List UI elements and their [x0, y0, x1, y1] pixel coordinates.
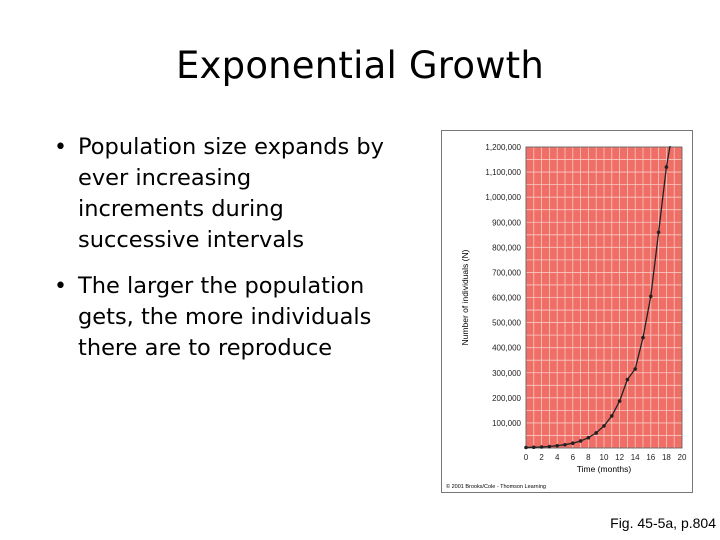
grid-lines: [525, 146, 683, 449]
y-tick-label: 200,000: [492, 394, 521, 403]
x-tick-label: 8: [586, 453, 591, 462]
plot-border: [525, 146, 683, 449]
data-point: [633, 367, 637, 371]
data-point: [602, 424, 606, 428]
data-point: [586, 435, 591, 440]
y-tick-label: 1,200,000: [485, 143, 521, 152]
x-tick-label: 12: [615, 453, 624, 462]
data-point: [649, 294, 653, 299]
data-point: [656, 230, 661, 235]
data-point: [555, 443, 559, 448]
data-point: [610, 414, 614, 418]
data-point: [532, 445, 536, 450]
data-point: [571, 441, 575, 446]
bullet-icon: •: [54, 274, 67, 299]
y-tick-label: 600,000: [492, 294, 521, 303]
bullet-item: • Population size expands by ever increa…: [44, 132, 384, 256]
y-tick-label: 100,000: [492, 419, 521, 428]
y-tick-label: 1,000,000: [485, 193, 521, 202]
x-tick-label: 0: [524, 453, 529, 462]
y-axis-ticks: 100,000 200,000 300,000 400,000 500,000 600,0…: [485, 143, 521, 428]
bullet-icon: •: [54, 135, 67, 160]
y-axis-label: Number of individuals (N): [460, 249, 470, 345]
y-tick-label: 300,000: [492, 369, 521, 378]
data-point: [594, 431, 598, 435]
copyright-note: © 2001 Brooks/Cole - Thomson Learning: [446, 483, 546, 490]
y-tick-label: 700,000: [492, 268, 521, 277]
x-axis-label: Time (months): [577, 464, 632, 474]
data-point: [664, 165, 669, 169]
data-point: [547, 444, 552, 449]
x-tick-label: 6: [571, 453, 576, 462]
bullet-item: • The larger the population gets, the mo…: [44, 271, 384, 364]
data-point: [641, 335, 645, 340]
data-point: [539, 445, 544, 449]
bullet-text: Population size expands by ever increasi…: [78, 134, 384, 253]
y-tick-label: 900,000: [492, 218, 521, 227]
data-point: [625, 377, 630, 382]
data-point: [524, 445, 528, 450]
data-point: [578, 439, 583, 443]
y-tick-label: 800,000: [492, 243, 521, 252]
figure-caption: Fig. 45-5a, p.804: [610, 515, 716, 531]
y-tick-label: 400,000: [492, 344, 521, 353]
x-tick-label: 4: [555, 453, 560, 462]
growth-chart: 100,000 200,000 300,000 400,000 500,000 600,0…: [446, 143, 687, 490]
x-tick-label: 10: [600, 453, 609, 462]
x-tick-label: 2: [539, 453, 544, 462]
x-tick-label: 18: [662, 453, 671, 462]
data-point: [563, 442, 567, 447]
x-axis-ticks: 0 2 4 6 8 10 12 14 16 18 20: [524, 453, 687, 462]
growth-chart-figure: 100,000 200,000 300,000 400,000 500,000 600,0…: [441, 130, 693, 493]
y-tick-label: 500,000: [492, 319, 521, 328]
x-tick-label: 14: [631, 453, 640, 462]
data-points: [524, 165, 669, 450]
slide-title: Exponential Growth: [175, 44, 545, 87]
bullet-text: The larger the population gets, the more…: [78, 273, 372, 361]
x-tick-label: 16: [646, 453, 655, 462]
data-point: [617, 399, 622, 403]
bullet-list: • Population size expands by ever increa…: [44, 132, 384, 379]
x-tick-label: 20: [678, 453, 687, 462]
y-tick-label: 1,100,000: [485, 168, 521, 177]
